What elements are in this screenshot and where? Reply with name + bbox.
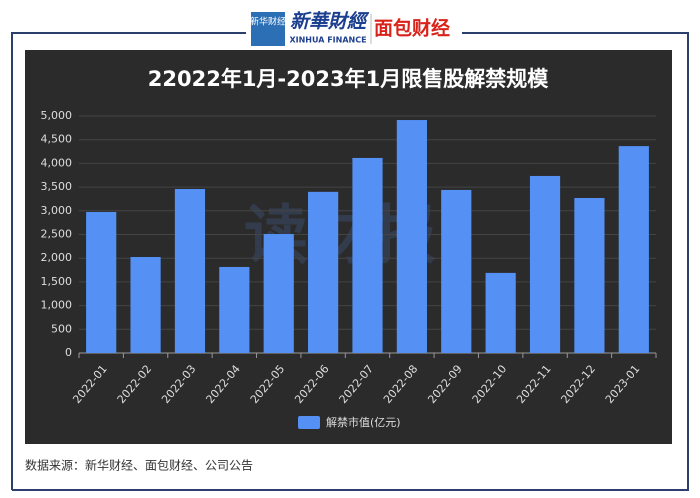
bar	[130, 257, 161, 353]
bar	[308, 191, 339, 353]
y-tick-label: 0	[65, 346, 72, 359]
frame	[11, 32, 689, 491]
legend-label: 解禁市值(亿元)	[326, 415, 401, 429]
y-tick-label: 3,000	[41, 204, 73, 217]
logo-left: 新華財經	[290, 11, 370, 33]
y-tick-label: 4,500	[41, 133, 73, 146]
bar	[396, 120, 427, 354]
bar	[174, 188, 206, 353]
bar	[441, 189, 472, 353]
bar	[618, 146, 649, 353]
source-note: 数据来源：新华财经、面包财经、公司公告	[25, 458, 253, 473]
y-tick-label: 3,500	[41, 180, 73, 193]
logo-right: 面包财经	[374, 17, 450, 40]
logo-badge	[251, 12, 285, 46]
bar	[219, 266, 250, 353]
bar	[352, 157, 383, 353]
logo-left-sub: XINHUA FINANCE	[289, 36, 366, 45]
bar	[86, 211, 117, 353]
y-tick-label: 5,000	[41, 109, 73, 122]
y-tick-label: 2,000	[41, 251, 73, 264]
bar	[263, 234, 294, 353]
legend-swatch	[298, 416, 320, 429]
y-tick-label: 4,000	[41, 156, 73, 169]
y-tick-label: 1,000	[41, 299, 73, 312]
bar	[574, 198, 605, 353]
bar	[485, 272, 516, 353]
chart-title: 22022年1月-2023年1月限售股解禁规模	[148, 67, 549, 91]
y-tick-label: 1,500	[41, 275, 73, 288]
y-tick-label: 2,500	[41, 228, 73, 241]
y-tick-label: 500	[51, 322, 72, 335]
logo-badge-text: 新华财经	[250, 16, 286, 28]
bar	[529, 175, 561, 353]
